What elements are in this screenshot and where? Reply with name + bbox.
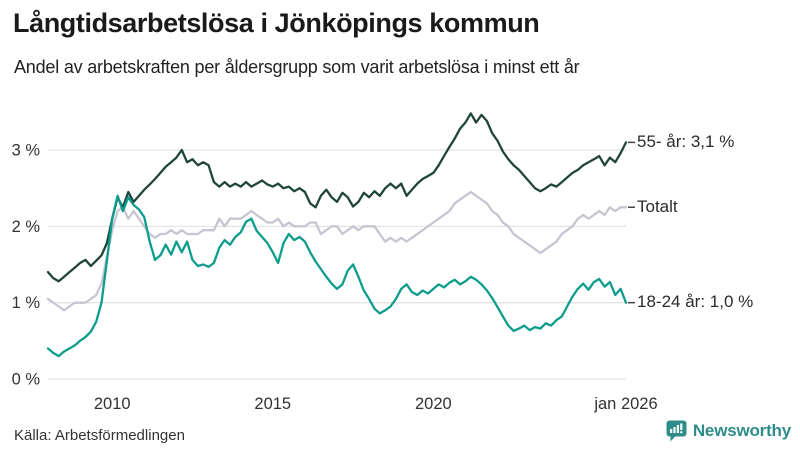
y-axis-label-0pct: 0 % [12, 371, 41, 389]
series-end-label-totalt: Totalt [637, 196, 678, 216]
y-axis-label-2pct: 2 % [12, 218, 41, 236]
page-subtitle: Andel av arbetskraften per åldersgrupp s… [14, 57, 580, 77]
page-title: Långtidsarbetslösa i Jönköpings kommun [13, 8, 540, 38]
series-line-18-24-ar [46, 194, 628, 358]
series-end-label-18-24-ar: 18-24 år: 1,0 % [637, 292, 754, 312]
series-line-55-ar [46, 112, 628, 283]
x-axis-label-jan-2026: jan 2026 [593, 395, 657, 413]
x-axis-label-2010: 2010 [94, 395, 131, 413]
bar-chart-speech-bubble-icon [666, 420, 687, 442]
source-note: Källa: Arbetsförmedlingen [14, 427, 185, 444]
x-axis-label-2020: 2020 [415, 395, 452, 413]
y-axis-label-3pct: 3 % [12, 142, 41, 160]
x-axis-label-2015: 2015 [254, 395, 291, 413]
newsworthy-logo[interactable]: Newsworthy [666, 420, 791, 442]
series-end-label-55-ar: 55- år: 3,1 % [637, 131, 735, 151]
series-line-totalt [46, 190, 628, 312]
newsworthy-wordmark: Newsworthy [692, 421, 791, 440]
y-axis-label-1pct: 1 % [12, 294, 41, 312]
